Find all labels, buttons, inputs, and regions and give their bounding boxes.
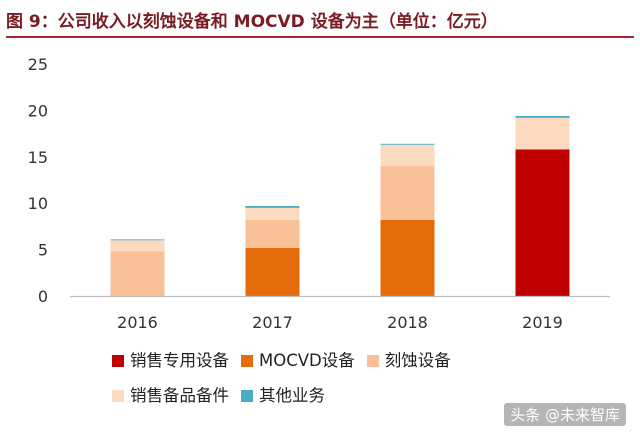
x-tick-label: 2018 xyxy=(387,313,428,332)
legend-swatch xyxy=(112,390,124,402)
watermark: 头条 @未来智库 xyxy=(504,403,626,426)
legend-label: MOCVD设备 xyxy=(259,351,355,370)
y-tick-label: 10 xyxy=(28,194,48,213)
bar-segment xyxy=(380,144,435,167)
bar-segment xyxy=(110,239,165,241)
title-divider xyxy=(6,36,634,38)
legend-swatch xyxy=(241,355,253,367)
bar-segment xyxy=(515,115,570,118)
y-tick-label: 20 xyxy=(28,101,48,120)
legend-item: 刻蚀设备 xyxy=(366,350,451,372)
legend-label: 其他业务 xyxy=(259,386,325,405)
bar-segment xyxy=(110,240,165,252)
bar-segment xyxy=(380,143,435,145)
chart-title: 图 9：公司收入以刻蚀设备和 MOCVD 设备为主（单位：亿元） xyxy=(6,12,498,32)
legend-label: 刻蚀设备 xyxy=(384,351,451,370)
legend-swatch xyxy=(241,390,253,402)
bar-segment xyxy=(245,205,300,208)
legend-item: 其他业务 xyxy=(241,385,325,407)
bar-segment xyxy=(245,207,300,220)
stacked-bar-chart: 0 5 10 15 20 25 2016 2017 2018 2019 xyxy=(28,55,610,332)
x-tick-label: 2016 xyxy=(117,313,158,332)
x-tick-label: 2017 xyxy=(252,313,293,332)
legend-item: 销售备品备件 xyxy=(112,385,229,407)
chart-legend: 销售专用设备 MOCVD设备 刻蚀设备销售备品备件 其他业务 xyxy=(112,350,512,407)
legend-swatch xyxy=(366,355,379,367)
bar-segment xyxy=(245,247,300,296)
bar-segment xyxy=(380,219,435,296)
y-tick-label: 25 xyxy=(28,55,48,74)
x-tick-label: 2019 xyxy=(522,313,563,332)
bar-segment xyxy=(380,166,435,220)
legend-swatch xyxy=(112,355,124,367)
bar-segment xyxy=(245,219,300,248)
legend-label: 销售备品备件 xyxy=(130,386,229,405)
bar-segment xyxy=(110,251,165,296)
y-tick-label: 15 xyxy=(28,148,48,167)
y-tick-label: 0 xyxy=(38,287,48,306)
bar-segment xyxy=(515,149,570,296)
y-tick-label: 5 xyxy=(38,241,48,260)
legend-label: 销售专用设备 xyxy=(130,351,229,370)
bar-segment xyxy=(515,117,570,150)
legend-item: 销售专用设备 xyxy=(112,350,229,372)
legend-item: MOCVD设备 xyxy=(241,350,355,372)
